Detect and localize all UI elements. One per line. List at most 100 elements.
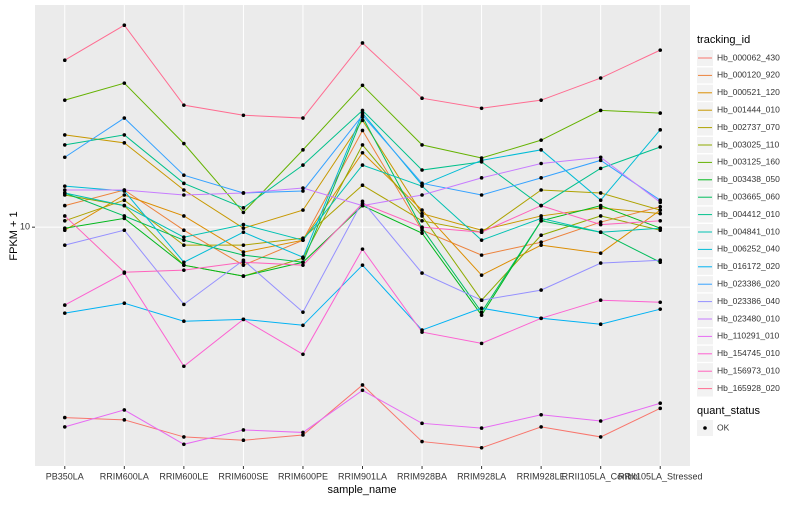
point <box>122 301 127 306</box>
point <box>479 445 484 450</box>
point <box>360 247 365 251</box>
point <box>241 243 246 247</box>
point <box>301 238 305 242</box>
x-tick-label: RRIM600PE <box>278 471 328 481</box>
point <box>479 341 484 346</box>
point <box>241 438 246 443</box>
point <box>182 103 186 107</box>
point <box>658 48 663 52</box>
x-tick-label: RRII105LA_Control <box>562 471 640 481</box>
point <box>420 421 424 426</box>
legend-label: Hb_006252_040 <box>717 244 780 254</box>
point <box>122 198 127 202</box>
point <box>182 364 186 369</box>
point <box>301 323 305 328</box>
point <box>62 203 67 208</box>
point <box>539 288 543 292</box>
point <box>479 253 484 257</box>
point <box>658 406 663 411</box>
point <box>241 113 246 118</box>
x-tick-label: PB350LA <box>46 471 84 481</box>
point <box>479 310 484 314</box>
point <box>122 214 127 218</box>
point <box>420 193 424 197</box>
point <box>360 383 365 387</box>
point <box>598 419 603 423</box>
legend-label: Hb_004412_010 <box>717 209 780 219</box>
point <box>241 210 246 215</box>
legend-label: Hb_003025_110 <box>717 139 780 149</box>
point <box>420 168 424 172</box>
point <box>479 306 484 311</box>
point <box>182 442 186 447</box>
point <box>539 203 543 208</box>
point <box>598 220 603 224</box>
point <box>539 219 543 223</box>
point <box>539 233 543 238</box>
point <box>360 388 365 393</box>
point <box>62 425 67 429</box>
point <box>598 155 603 160</box>
legend-label: Hb_000521_120 <box>717 87 780 97</box>
point <box>62 184 67 188</box>
point <box>62 155 67 160</box>
point <box>420 143 424 147</box>
point <box>62 219 67 223</box>
legend-label: Hb_000062_430 <box>717 52 780 62</box>
point <box>598 158 603 163</box>
point <box>241 250 246 254</box>
point <box>62 98 67 102</box>
point <box>182 263 186 267</box>
point <box>479 176 484 180</box>
point <box>122 23 127 28</box>
point <box>301 189 305 193</box>
point <box>539 425 543 429</box>
point <box>62 191 67 195</box>
point <box>658 219 663 223</box>
point <box>182 228 186 233</box>
point <box>122 228 127 233</box>
point <box>241 191 246 195</box>
point <box>182 235 186 239</box>
point <box>598 435 603 439</box>
legend-label: Hb_004841_010 <box>717 226 780 236</box>
point <box>301 430 305 435</box>
legend-label: OK <box>717 422 730 432</box>
legend-label: Hb_003125_160 <box>717 157 780 167</box>
point <box>479 298 484 302</box>
point <box>360 163 365 167</box>
point <box>598 191 603 195</box>
point <box>122 188 127 192</box>
point <box>539 188 543 192</box>
y-axis-title: FPKM + 1 <box>8 211 20 260</box>
legend-label: Hb_000120_920 <box>717 70 780 80</box>
point <box>182 181 186 186</box>
point <box>360 263 365 267</box>
point <box>658 128 663 132</box>
point <box>62 226 67 231</box>
point <box>420 208 424 212</box>
point <box>479 313 484 317</box>
point <box>182 260 186 265</box>
point <box>62 188 67 192</box>
point <box>360 108 365 113</box>
point <box>241 230 246 235</box>
point <box>479 426 484 430</box>
point <box>301 163 305 167</box>
point <box>539 243 543 247</box>
point <box>420 181 424 186</box>
legend-label: Hb_016172_020 <box>717 261 780 271</box>
legend-point <box>703 426 707 430</box>
legend-label: Hb_001444_010 <box>717 104 780 114</box>
point <box>658 211 663 216</box>
legend-label: Hb_003438_050 <box>717 174 780 184</box>
legend-label: Hb_165928_020 <box>717 383 780 393</box>
point <box>62 311 67 315</box>
point <box>301 255 305 260</box>
point <box>62 303 67 307</box>
x-tick-label: RRIM600LA <box>100 471 149 481</box>
point <box>360 118 365 123</box>
point <box>658 258 663 263</box>
point <box>539 148 543 152</box>
